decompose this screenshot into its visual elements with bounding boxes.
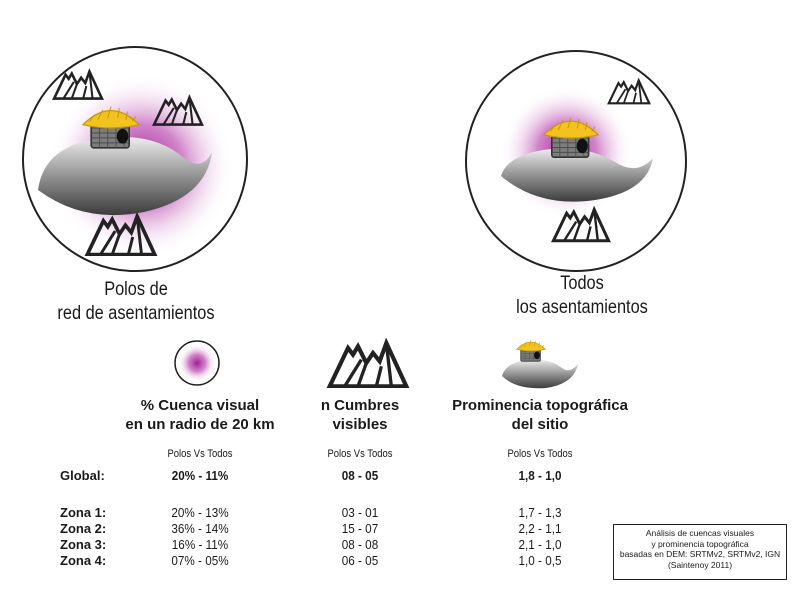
left-caption-line1: Polos de — [104, 279, 168, 300]
row-label: Global: — [60, 468, 105, 483]
hill-shape — [501, 148, 653, 202]
row-value-cuenca: 16% - 11% — [171, 537, 229, 552]
legend-col2-title: n Cumbres visibles — [320, 397, 400, 433]
purple-glow-circle-icon — [174, 340, 220, 386]
row-label: Zona 3: — [60, 537, 107, 552]
row-value-prominencia: 2,2 - 1,1 — [518, 521, 562, 536]
source-note-line4: (Saintenoy 2011) — [667, 559, 733, 570]
hut-on-hill-icon — [502, 339, 578, 389]
right-diagram-circle — [465, 50, 687, 272]
row-value-cumbres: 15 - 07 — [341, 521, 379, 536]
row-value-cumbres: 03 - 01 — [341, 505, 379, 520]
row-value-cuenca: 07% - 05% — [171, 553, 229, 568]
left-caption-line2: red de asentamientos — [57, 303, 215, 324]
row-value-prominencia: 2,1 - 1,0 — [518, 537, 562, 552]
row-value-prominencia: 1,8 - 1,0 — [518, 468, 562, 483]
legend-col1-sub: Polos Vs Todos — [167, 448, 233, 460]
source-note: Análisis de cuencas visuales y prominenc… — [613, 524, 787, 580]
source-note-line2: y prominencia topográfica — [651, 538, 749, 549]
source-note-line3: basadas en DEM: SRTMv2, SRTMv2, IGN — [619, 549, 781, 559]
right-diagram-art — [501, 79, 653, 243]
left-caption: Polos de red de asentamientos — [33, 278, 239, 326]
legend-col3-title: Prominencia topográfica del sitio — [452, 397, 628, 433]
row-label: Zona 2: — [60, 521, 107, 536]
left-diagram-art — [38, 70, 234, 258]
hill-shape — [38, 136, 212, 216]
row-label: Zona 4: — [60, 553, 107, 568]
row-value-prominencia: 1,7 - 1,3 — [518, 505, 562, 520]
right-caption-line1: Todos — [560, 273, 604, 294]
row-value-cuenca: 36% - 14% — [171, 521, 229, 536]
row-value-cuenca: 20% - 11% — [171, 468, 229, 483]
right-caption: Todos los asentamientos — [479, 272, 685, 320]
row-value-cumbres: 06 - 05 — [341, 553, 379, 568]
legend-col1-title: % Cuenca visual en un radio de 20 km — [125, 397, 275, 433]
row-value-prominencia: 1,0 - 0,5 — [518, 553, 562, 568]
legend-col2-sub: Polos Vs Todos — [327, 448, 393, 460]
row-value-cuenca: 20% - 13% — [171, 505, 229, 520]
legend-col3-sub: Polos Vs Todos — [507, 448, 573, 460]
source-note-line1: Análisis de cuencas visuales — [645, 528, 755, 538]
mountain-peaks-icon — [320, 338, 416, 388]
right-caption-line2: los asentamientos — [516, 297, 648, 318]
mountain-peaks-icon — [607, 79, 651, 105]
row-value-cumbres: 08 - 08 — [341, 537, 379, 552]
row-label: Zona 1: — [60, 505, 107, 520]
row-value-cumbres: 08 - 05 — [341, 468, 379, 483]
left-diagram-circle — [22, 46, 248, 272]
